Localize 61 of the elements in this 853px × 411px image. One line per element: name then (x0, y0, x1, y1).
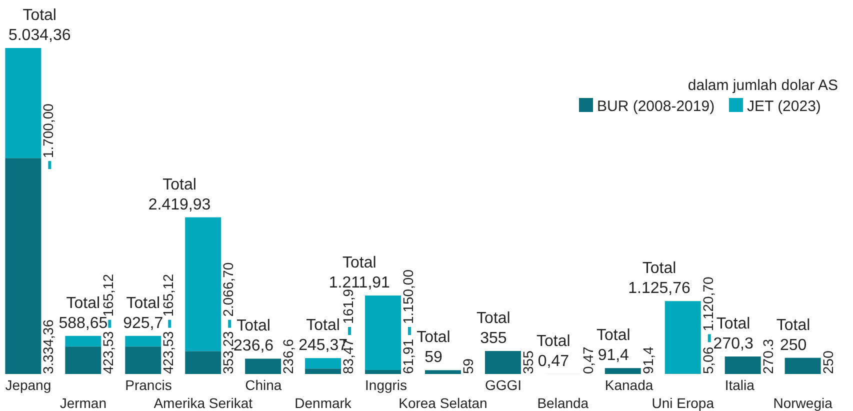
bar (65, 346, 102, 374)
data-label: 2.066,70 (220, 262, 236, 317)
x-tick-label: Norwegia (773, 395, 833, 411)
bar (365, 296, 402, 370)
data-label: 1.120,70 (700, 276, 716, 332)
data-label: 0,47 (580, 346, 596, 374)
data-label: 423,53 (100, 330, 116, 374)
x-tick-label: GGGI (484, 377, 522, 393)
total-label: Total 0,47 (536, 332, 570, 370)
data-label: 61,91 (400, 338, 416, 374)
data-label: 423,53 (160, 330, 176, 374)
x-tick-label: Prancis (125, 377, 172, 393)
data-label: 59 (460, 358, 476, 374)
legend-label: JET (2023) (747, 98, 821, 115)
bar (5, 158, 42, 374)
bar (65, 336, 102, 347)
total-label: Total 59 (416, 329, 450, 366)
bar (604, 368, 641, 374)
x-tick-label: Jerman (60, 395, 107, 411)
x-tick-label: Korea Selatan (398, 395, 488, 411)
data-label: 1.150,00 (400, 269, 416, 324)
data-label: 5,06 (700, 346, 716, 374)
total-label: Total 5.034,36 (8, 7, 71, 44)
bar (664, 301, 701, 374)
x-tick-label: Inggris (365, 377, 408, 393)
legend-label: BUR (2008-2019) (597, 98, 715, 115)
data-label: 353,23 (220, 330, 236, 374)
data-label: 236,6 (280, 338, 296, 374)
x-tick-label: Kanada (604, 377, 654, 393)
bar (245, 358, 282, 374)
total-label: Total 270,3 (713, 315, 754, 352)
x-tick-label: Italia (724, 377, 755, 393)
total-label: Total 236,6 (234, 318, 274, 355)
data-label: 91,4 (640, 346, 656, 374)
x-tick-label: Amerika Serikat (154, 395, 253, 411)
bar (724, 356, 761, 374)
x-tick-label: Uni Eropa (652, 395, 714, 411)
bar (484, 351, 521, 374)
bar (5, 48, 42, 158)
bar (365, 370, 402, 374)
total-label: Total 1.125,76 (628, 260, 690, 298)
bar (125, 346, 162, 374)
data-label: 3.334,36 (40, 319, 56, 374)
bar (125, 336, 162, 347)
data-label: 270.3 (760, 338, 776, 374)
bar (424, 370, 461, 374)
bar (185, 351, 222, 374)
bar (185, 217, 222, 352)
total-label: Total 355 (476, 310, 510, 348)
total-label: Total 91,4 (596, 327, 630, 364)
total-label: Total 2.419,93 (148, 176, 211, 214)
x-tick-label: Denmark (294, 395, 352, 411)
total-label: Total 250 (776, 316, 810, 354)
bar (784, 358, 821, 374)
data-label: 1.700,00 (40, 103, 56, 158)
x-tick-label: Jepang (5, 377, 52, 393)
data-label: 355 (520, 350, 536, 374)
x-tick-label: China (245, 377, 282, 393)
data-label: 250 (820, 350, 836, 374)
legend-title: dalam jumlah dolar AS (688, 77, 838, 94)
x-tick-label: Belanda (537, 395, 589, 411)
